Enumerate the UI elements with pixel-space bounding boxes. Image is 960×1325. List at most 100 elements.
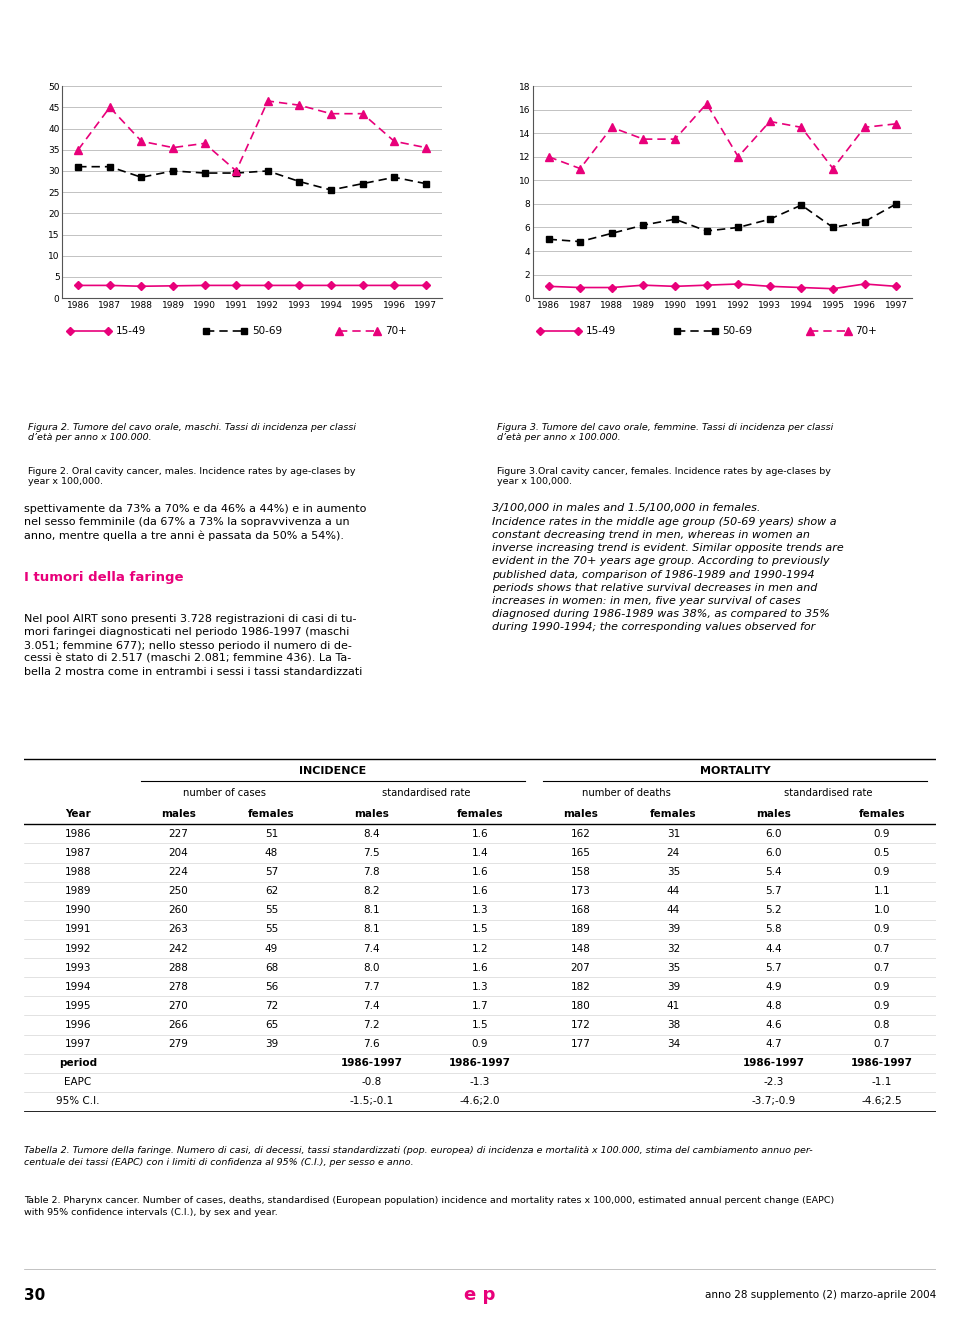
Text: Tabella 2. Tumore della faringe. Numero di casi, di decessi, tassi standardizzat: Tabella 2. Tumore della faringe. Numero … (24, 1146, 812, 1167)
Text: 260: 260 (169, 905, 188, 916)
Bar (534, 783, 720, 804)
Text: 1986-1997: 1986-1997 (449, 1059, 511, 1068)
Text: 1993: 1993 (65, 963, 91, 973)
Text: 1996: 1996 (65, 1020, 91, 1030)
Text: 65: 65 (265, 1020, 278, 1030)
Bar (627, 1073, 720, 1092)
Bar (132, 804, 225, 824)
Text: e p: e p (465, 1287, 495, 1304)
Bar (132, 824, 225, 844)
Text: period: period (59, 1059, 97, 1068)
Text: INCIDENCE: INCIDENCE (300, 766, 367, 776)
Text: 1986-1997: 1986-1997 (851, 1059, 913, 1068)
Text: 68: 68 (265, 963, 278, 973)
Bar (24, 844, 132, 863)
Bar (720, 1092, 828, 1110)
Text: 1.5: 1.5 (471, 925, 489, 934)
Bar (627, 958, 720, 977)
Text: 250: 250 (169, 886, 188, 896)
Text: Figura 2. Tumore del cavo orale, maschi. Tassi di incidenza per classi
d’età per: Figura 2. Tumore del cavo orale, maschi.… (29, 423, 356, 443)
Bar (534, 1035, 627, 1053)
Bar (132, 920, 225, 939)
Text: 0.9: 0.9 (874, 925, 890, 934)
Text: 8.1: 8.1 (364, 925, 380, 934)
Text: 15-49: 15-49 (115, 326, 146, 337)
Bar (828, 1053, 936, 1073)
Bar (132, 977, 225, 996)
Bar (225, 939, 318, 958)
Text: 7.5: 7.5 (364, 848, 380, 859)
Text: 55: 55 (265, 925, 278, 934)
Text: males: males (756, 810, 791, 819)
Bar (426, 881, 534, 901)
Bar (828, 958, 936, 977)
Bar (132, 1015, 225, 1035)
Bar (828, 824, 936, 844)
Text: 1.1: 1.1 (874, 886, 890, 896)
Bar (828, 844, 936, 863)
Bar (720, 824, 828, 844)
Text: 70+: 70+ (385, 326, 406, 337)
Bar (426, 1053, 534, 1073)
Bar (225, 901, 318, 920)
Bar (720, 1053, 828, 1073)
Bar (132, 901, 225, 920)
Text: 62: 62 (265, 886, 278, 896)
Bar (720, 920, 828, 939)
Bar (24, 977, 132, 996)
Text: 242: 242 (169, 943, 188, 954)
Text: 165: 165 (570, 848, 590, 859)
Text: 1.5: 1.5 (471, 1020, 489, 1030)
Text: -3.7;-0.9: -3.7;-0.9 (752, 1096, 796, 1106)
Text: 34: 34 (666, 1039, 680, 1049)
Text: GLI ANDAMENTI TEMPORALI DELLA PATOLOGIA ONCOLOGICA IN ITALIA: GLI ANDAMENTI TEMPORALI DELLA PATOLOGIA … (12, 16, 594, 30)
Bar (534, 804, 627, 824)
Bar (225, 1073, 318, 1092)
Bar (627, 1092, 720, 1110)
Bar (225, 881, 318, 901)
Bar (225, 824, 318, 844)
Bar (426, 1015, 534, 1035)
Bar (132, 1035, 225, 1053)
Text: 56: 56 (265, 982, 278, 991)
Bar (534, 1015, 627, 1035)
Text: Table 2. Pharynx cancer. Number of cases, deaths, standardised (European populat: Table 2. Pharynx cancer. Number of cases… (24, 1195, 834, 1216)
Text: 5.7: 5.7 (765, 963, 782, 973)
Bar (132, 759, 534, 783)
Text: 1.6: 1.6 (471, 886, 489, 896)
Bar (534, 759, 936, 783)
Text: 168: 168 (570, 905, 590, 916)
Text: -2.3: -2.3 (763, 1077, 784, 1088)
Bar (318, 1053, 426, 1073)
Text: 1.2: 1.2 (471, 943, 489, 954)
Text: females: females (457, 810, 503, 819)
Text: 173: 173 (570, 886, 590, 896)
Text: 39: 39 (666, 982, 680, 991)
Bar (318, 783, 534, 804)
Text: number of cases: number of cases (183, 788, 267, 799)
Bar (318, 901, 426, 920)
Text: 24: 24 (666, 848, 680, 859)
Bar (534, 901, 627, 920)
Text: 6.0: 6.0 (765, 848, 782, 859)
Text: 1986: 1986 (65, 829, 91, 839)
Text: 7.4: 7.4 (364, 1000, 380, 1011)
Text: 32: 32 (666, 943, 680, 954)
Bar (720, 939, 828, 958)
Text: 50-69: 50-69 (723, 326, 753, 337)
Text: 182: 182 (570, 982, 590, 991)
Bar (627, 1053, 720, 1073)
Bar (24, 783, 132, 804)
Bar (318, 863, 426, 881)
Text: -1.5;-0.1: -1.5;-0.1 (349, 1096, 394, 1106)
Bar (24, 824, 132, 844)
Bar (426, 1073, 534, 1092)
Bar (534, 863, 627, 881)
Text: 1991: 1991 (65, 925, 91, 934)
Bar (24, 1073, 132, 1092)
Bar (318, 1035, 426, 1053)
Text: 4.6: 4.6 (765, 1020, 782, 1030)
Text: 4.4: 4.4 (765, 943, 782, 954)
Bar (24, 920, 132, 939)
Bar (627, 1035, 720, 1053)
